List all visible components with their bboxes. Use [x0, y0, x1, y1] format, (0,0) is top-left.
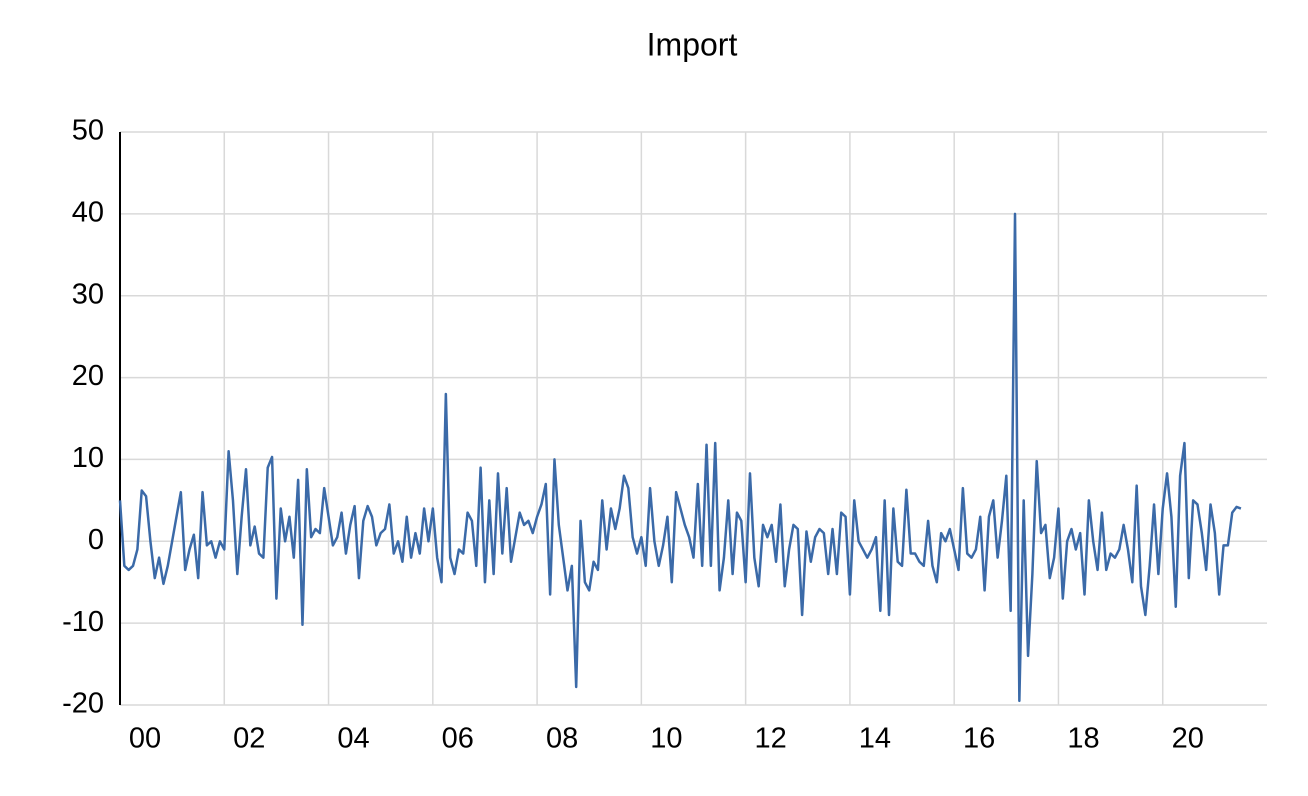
x-tick-label: 06 [442, 723, 474, 755]
x-tick-label: 08 [546, 723, 578, 755]
x-tick-label: 14 [859, 723, 891, 755]
y-tick-label: -10 [62, 606, 104, 638]
y-tick-label: 40 [72, 197, 104, 229]
x-tick-label: 00 [129, 723, 161, 755]
x-tick-label: 02 [233, 723, 265, 755]
x-tick-label: 16 [963, 723, 995, 755]
data-line [118, 212, 1242, 703]
y-tick-label: 0 [88, 524, 104, 556]
chart-title: Import [647, 26, 738, 62]
x-tick-label: 12 [755, 723, 787, 755]
y-tick-label: -20 [62, 688, 104, 720]
y-tick-label: 30 [72, 278, 104, 310]
y-tick-label: 10 [72, 442, 104, 474]
x-tick-label: 18 [1067, 723, 1099, 755]
y-tick-label: 50 [72, 115, 104, 147]
y-tick-label: 20 [72, 360, 104, 392]
x-tick-label: 04 [337, 723, 369, 755]
x-tick-label: 10 [650, 723, 682, 755]
x-tick-label: 20 [1172, 723, 1204, 755]
